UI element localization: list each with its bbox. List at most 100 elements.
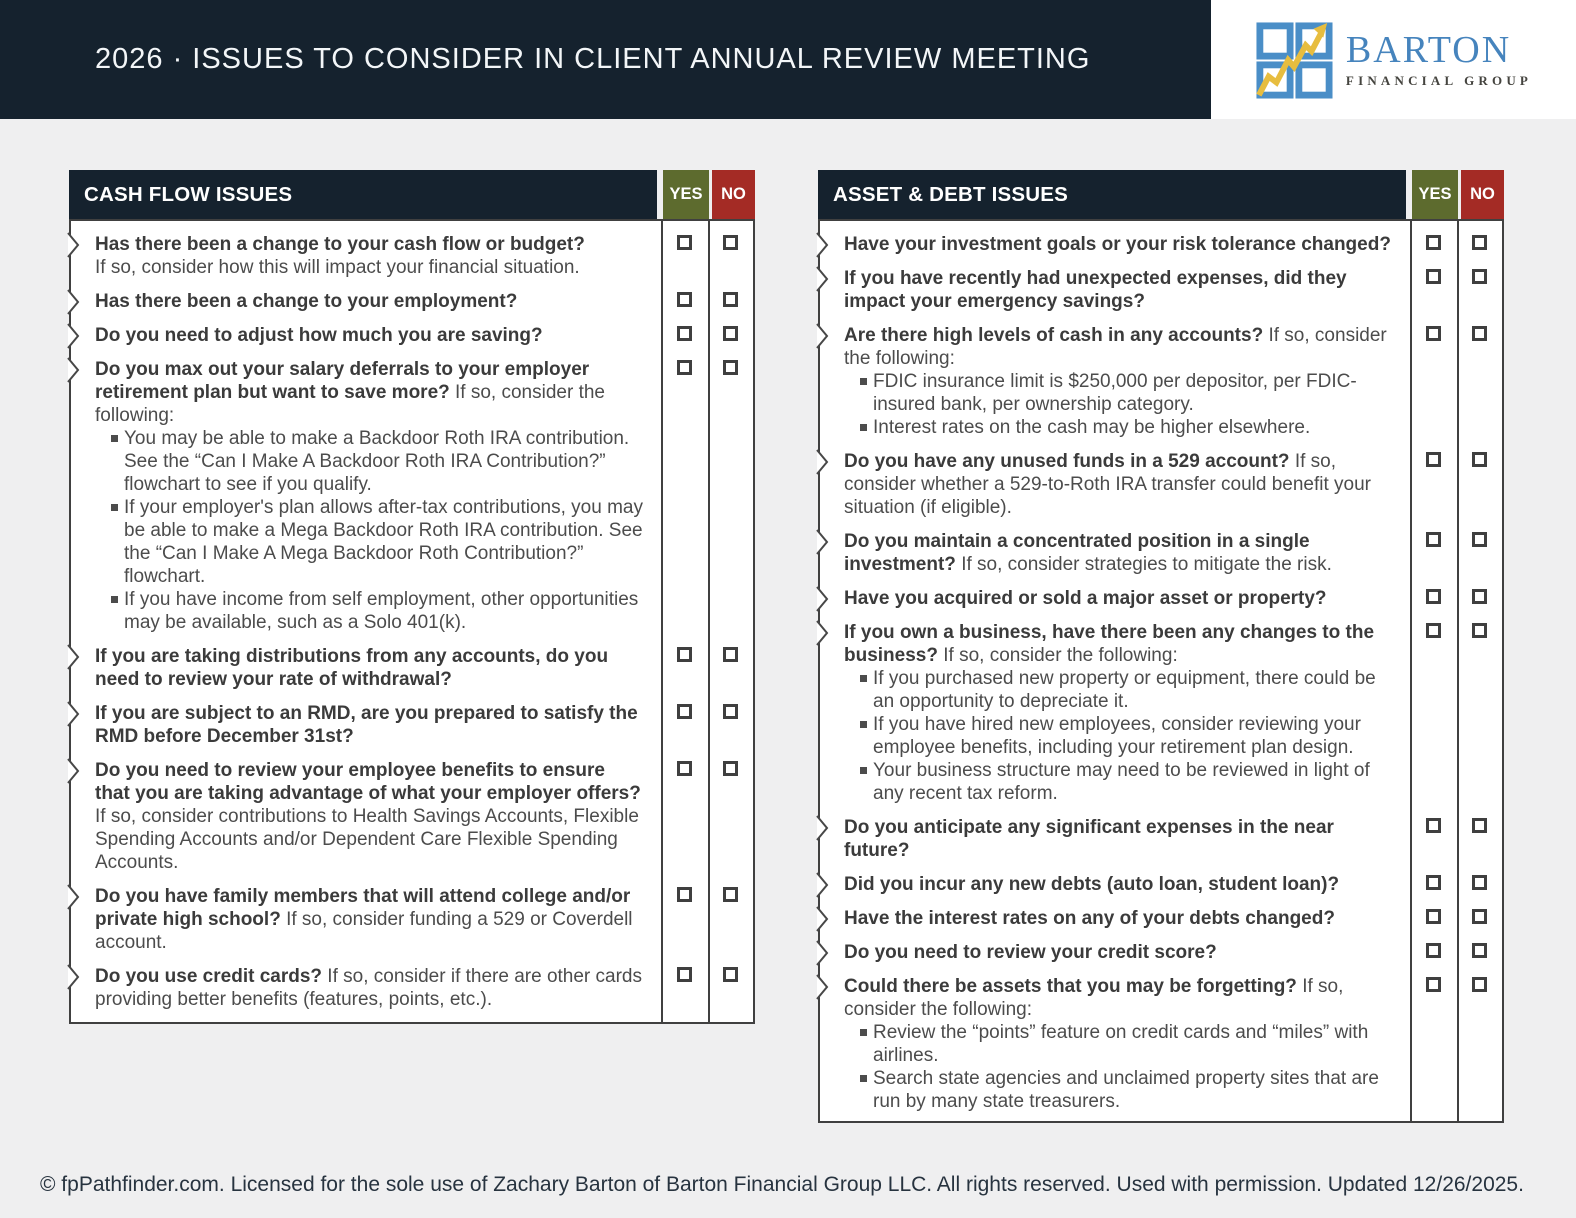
no-checkbox[interactable] <box>1472 943 1487 958</box>
no-checkbox[interactable] <box>723 647 738 662</box>
yes-checkbox[interactable] <box>677 326 692 341</box>
question-text: Do you max out your salary deferrals to … <box>95 359 590 403</box>
question-row: Did you incur any new debts (auto loan, … <box>816 872 1502 898</box>
question-text: Have your investment goals or your risk … <box>844 234 1391 255</box>
question-cell: If you are taking distributions from any… <box>71 645 661 691</box>
asset-debt-issues-table: ASSET & DEBT ISSUES YES NO Have your inv… <box>816 170 1504 1123</box>
no-checkbox[interactable] <box>1472 532 1487 547</box>
chevron-icon <box>816 872 829 898</box>
no-checkbox[interactable] <box>1472 875 1487 890</box>
chevron-icon <box>67 964 80 990</box>
yes-checkbox[interactable] <box>1426 326 1441 341</box>
yes-checkbox[interactable] <box>677 967 692 982</box>
no-checkbox[interactable] <box>723 967 738 982</box>
question-cell: Do you use credit cards? If so, consider… <box>71 965 661 1011</box>
bullet-item: Your business structure may need to be r… <box>860 759 1394 805</box>
question-cell: Are there high levels of cash in any acc… <box>820 324 1410 439</box>
question-text: Did you incur any new debts (auto loan, … <box>844 874 1340 895</box>
table-body: Have your investment goals or your risk … <box>816 219 1504 1123</box>
chevron-icon <box>67 884 80 910</box>
question-cell: Do you have family members that will att… <box>71 885 661 954</box>
cash-flow-issues-table: CASH FLOW ISSUES YES NO Has there been a… <box>67 170 755 1024</box>
question-row: Could there be assets that you may be fo… <box>816 974 1502 1113</box>
question-note: If so, consider whether a 529-to-Roth IR… <box>844 451 1372 518</box>
question-row: Has there been a change to your employme… <box>67 289 753 315</box>
question-row: Do you use credit cards? If so, consider… <box>67 964 753 1011</box>
question-cell: Do you need to review your credit score? <box>820 941 1410 964</box>
no-checkbox[interactable] <box>723 704 738 719</box>
yes-column-header: YES <box>663 170 709 219</box>
chevron-icon <box>816 974 829 1000</box>
question-cell: If you are subject to an RMD, are you pr… <box>71 702 661 748</box>
chevron-icon <box>67 701 80 727</box>
question-cell: Have your investment goals or your risk … <box>820 233 1410 256</box>
no-checkbox[interactable] <box>1472 452 1487 467</box>
yes-checkbox[interactable] <box>1426 623 1441 638</box>
question-cell: Has there been a change to your cash flo… <box>71 233 661 279</box>
chevron-icon <box>816 906 829 932</box>
yes-checkbox[interactable] <box>1426 235 1441 250</box>
yes-checkbox[interactable] <box>677 761 692 776</box>
question-row: If you are taking distributions from any… <box>67 644 753 691</box>
yes-checkbox[interactable] <box>677 235 692 250</box>
no-checkbox[interactable] <box>1472 909 1487 924</box>
no-checkbox[interactable] <box>1472 269 1487 284</box>
yes-checkbox[interactable] <box>1426 977 1441 992</box>
table-title: ASSET & DEBT ISSUES <box>818 170 1406 219</box>
column-divider <box>661 221 663 1022</box>
no-checkbox[interactable] <box>723 235 738 250</box>
no-checkbox[interactable] <box>723 292 738 307</box>
question-cell: Did you incur any new debts (auto loan, … <box>820 873 1410 896</box>
yes-checkbox[interactable] <box>677 887 692 902</box>
logo-text: BARTON FINANCIAL GROUP <box>1346 31 1532 89</box>
question-text: Are there high levels of cash in any acc… <box>844 325 1264 346</box>
question-text: Has there been a change to your employme… <box>95 291 518 312</box>
question-cell: Have the interest rates on any of your d… <box>820 907 1410 930</box>
no-checkbox[interactable] <box>1472 623 1487 638</box>
question-text: If you are subject to an RMD, are you pr… <box>95 703 638 747</box>
yes-checkbox[interactable] <box>1426 452 1441 467</box>
question-row: Do you have family members that will att… <box>67 884 753 954</box>
no-checkbox[interactable] <box>723 360 738 375</box>
question-cell: Could there be assets that you may be fo… <box>820 975 1410 1113</box>
yes-checkbox[interactable] <box>1426 269 1441 284</box>
yes-checkbox[interactable] <box>677 704 692 719</box>
no-checkbox[interactable] <box>723 326 738 341</box>
question-row: Have your investment goals or your risk … <box>816 232 1502 258</box>
yes-checkbox[interactable] <box>1426 909 1441 924</box>
bullet-item: If your employer's plan allows after-tax… <box>111 496 645 588</box>
no-checkbox[interactable] <box>1472 818 1487 833</box>
chevron-icon <box>816 323 829 349</box>
question-cell: Do you anticipate any significant expens… <box>820 816 1410 862</box>
no-checkbox[interactable] <box>1472 589 1487 604</box>
yes-checkbox[interactable] <box>1426 589 1441 604</box>
question-row: Do you anticipate any significant expens… <box>816 815 1502 862</box>
yes-checkbox[interactable] <box>677 647 692 662</box>
no-checkbox[interactable] <box>1472 326 1487 341</box>
question-row: Are there high levels of cash in any acc… <box>816 323 1502 439</box>
question-text: If you are taking distributions from any… <box>95 646 609 690</box>
question-row: If you are subject to an RMD, are you pr… <box>67 701 753 748</box>
yes-checkbox[interactable] <box>1426 532 1441 547</box>
chevron-icon <box>67 644 80 670</box>
yes-column-header: YES <box>1412 170 1458 219</box>
no-checkbox[interactable] <box>723 761 738 776</box>
no-checkbox[interactable] <box>1472 977 1487 992</box>
question-cell: Do you need to adjust how much you are s… <box>71 324 661 347</box>
chevron-icon <box>816 620 829 646</box>
bullet-list: You may be able to make a Backdoor Roth … <box>95 427 645 634</box>
yes-checkbox[interactable] <box>677 360 692 375</box>
no-checkbox[interactable] <box>723 887 738 902</box>
yes-checkbox[interactable] <box>1426 875 1441 890</box>
yes-checkbox[interactable] <box>677 292 692 307</box>
question-row: Do you max out your salary deferrals to … <box>67 357 753 634</box>
no-checkbox[interactable] <box>1472 235 1487 250</box>
yes-checkbox[interactable] <box>1426 818 1441 833</box>
chevron-icon <box>816 815 829 841</box>
yes-checkbox[interactable] <box>1426 943 1441 958</box>
bullet-item: Search state agencies and unclaimed prop… <box>860 1067 1394 1113</box>
question-row: If you own a business, have there been a… <box>816 620 1502 805</box>
question-row: Has there been a change to your cash flo… <box>67 232 753 279</box>
chevron-icon <box>816 529 829 555</box>
